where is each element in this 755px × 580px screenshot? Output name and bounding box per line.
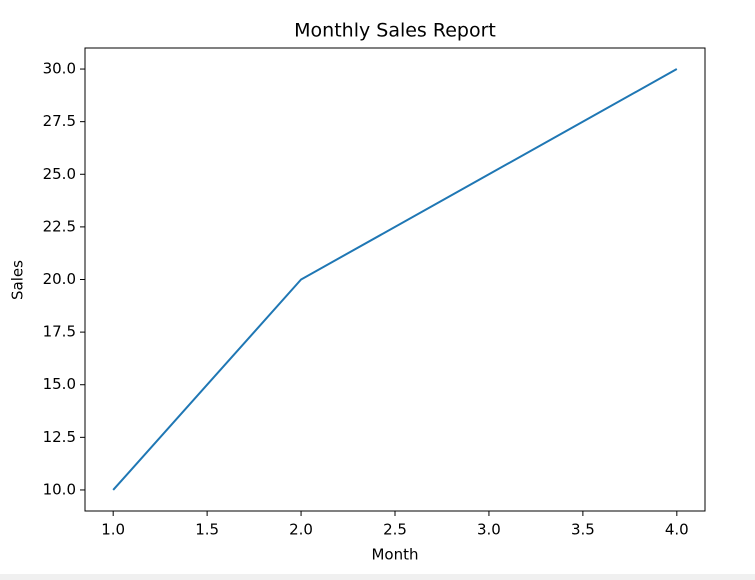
y-tick-label: 15.0	[43, 375, 76, 393]
line-series	[112, 68, 678, 491]
x-tick-label: 3.0	[477, 521, 501, 539]
y-tick-label: 12.5	[43, 428, 76, 446]
y-tick-label: 17.5	[43, 323, 76, 341]
y-tick-label: 10.0	[43, 480, 76, 498]
y-tick-label: 30.0	[43, 60, 76, 78]
y-tick-label: 20.0	[43, 270, 76, 288]
bottom-strip	[0, 574, 755, 580]
y-tick-label: 25.0	[43, 165, 76, 183]
x-tick-label: 3.5	[571, 521, 595, 539]
y-tick-label: 27.5	[43, 112, 76, 130]
x-tick-label: 2.5	[383, 521, 407, 539]
plot-frame	[84, 47, 706, 512]
x-tick-label: 1.0	[101, 521, 125, 539]
x-tick-label: 4.0	[665, 521, 689, 539]
x-tick-label: 1.5	[195, 521, 219, 539]
x-tick-label: 2.0	[289, 521, 313, 539]
y-axis-label: Sales	[9, 260, 27, 300]
chart-title: Monthly Sales Report	[294, 20, 496, 42]
x-axis-label: Month	[371, 546, 418, 564]
y-tick-label: 22.5	[43, 217, 76, 235]
